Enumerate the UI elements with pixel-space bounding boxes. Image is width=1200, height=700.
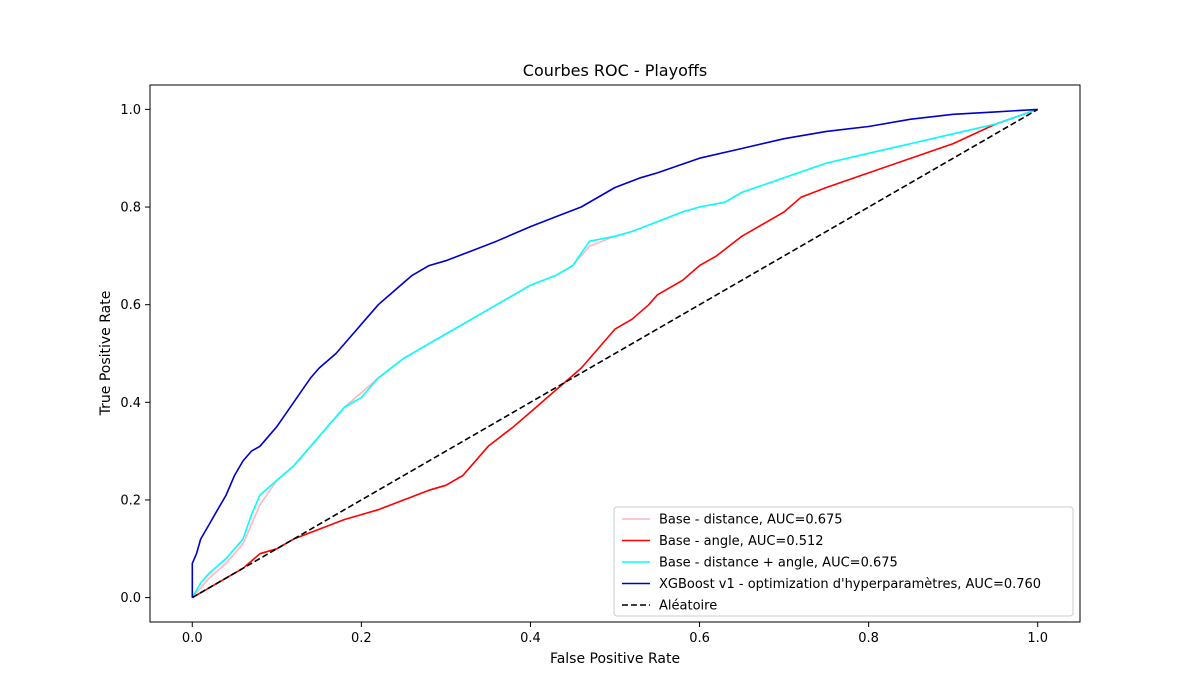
series-line-3 <box>191 108 1038 598</box>
y-axis-ticks: 0.0 0.2 0.4 0.6 0.8 1.0 <box>120 103 150 606</box>
x-tick-label: 0.2 <box>351 631 372 646</box>
legend-label-1: Base - angle, AUC=0.512 <box>659 534 824 549</box>
x-tick-label: 1.0 <box>1027 631 1048 646</box>
legend-box <box>613 506 1074 617</box>
plot-frame <box>149 84 1081 623</box>
x-tick-label: 0.8 <box>858 631 879 646</box>
legend-label-3: XGBoost v1 - optimization d'hyperparamèt… <box>659 577 1041 592</box>
y-tick-label: 0.4 <box>120 396 141 411</box>
x-axis-label: False Positive Rate <box>550 651 680 667</box>
x-axis-ticks: 0.0 0.2 0.4 0.6 0.8 1.0 <box>182 622 1048 646</box>
series-layer <box>191 108 1039 599</box>
series-line-1 <box>191 108 1038 599</box>
legend-label-4: Aléatoire <box>659 599 717 614</box>
series-line-2 <box>191 108 1038 598</box>
y-axis-label: True Positive Rate <box>98 291 114 417</box>
legend-items: Base - distance, AUC=0.675 Base - angle, … <box>622 513 1041 614</box>
x-tick-label: 0.4 <box>520 631 541 646</box>
x-tick-label: 0.0 <box>182 631 203 646</box>
legend-label-2: Base - distance + angle, AUC=0.675 <box>659 556 898 571</box>
y-tick-label: 0.6 <box>120 298 141 313</box>
y-tick-label: 0.2 <box>120 493 141 508</box>
y-tick-label: 0.8 <box>120 201 141 216</box>
y-tick-label: 1.0 <box>120 103 141 118</box>
legend: Base - distance, AUC=0.675 Base - angle, … <box>613 506 1074 617</box>
chart-title: Courbes ROC - Playoffs <box>523 61 707 80</box>
x-tick-label: 0.6 <box>689 631 710 646</box>
series-line-4 <box>191 108 1039 599</box>
y-tick-label: 0.0 <box>120 591 141 606</box>
legend-label-0: Base - distance, AUC=0.675 <box>659 513 843 528</box>
